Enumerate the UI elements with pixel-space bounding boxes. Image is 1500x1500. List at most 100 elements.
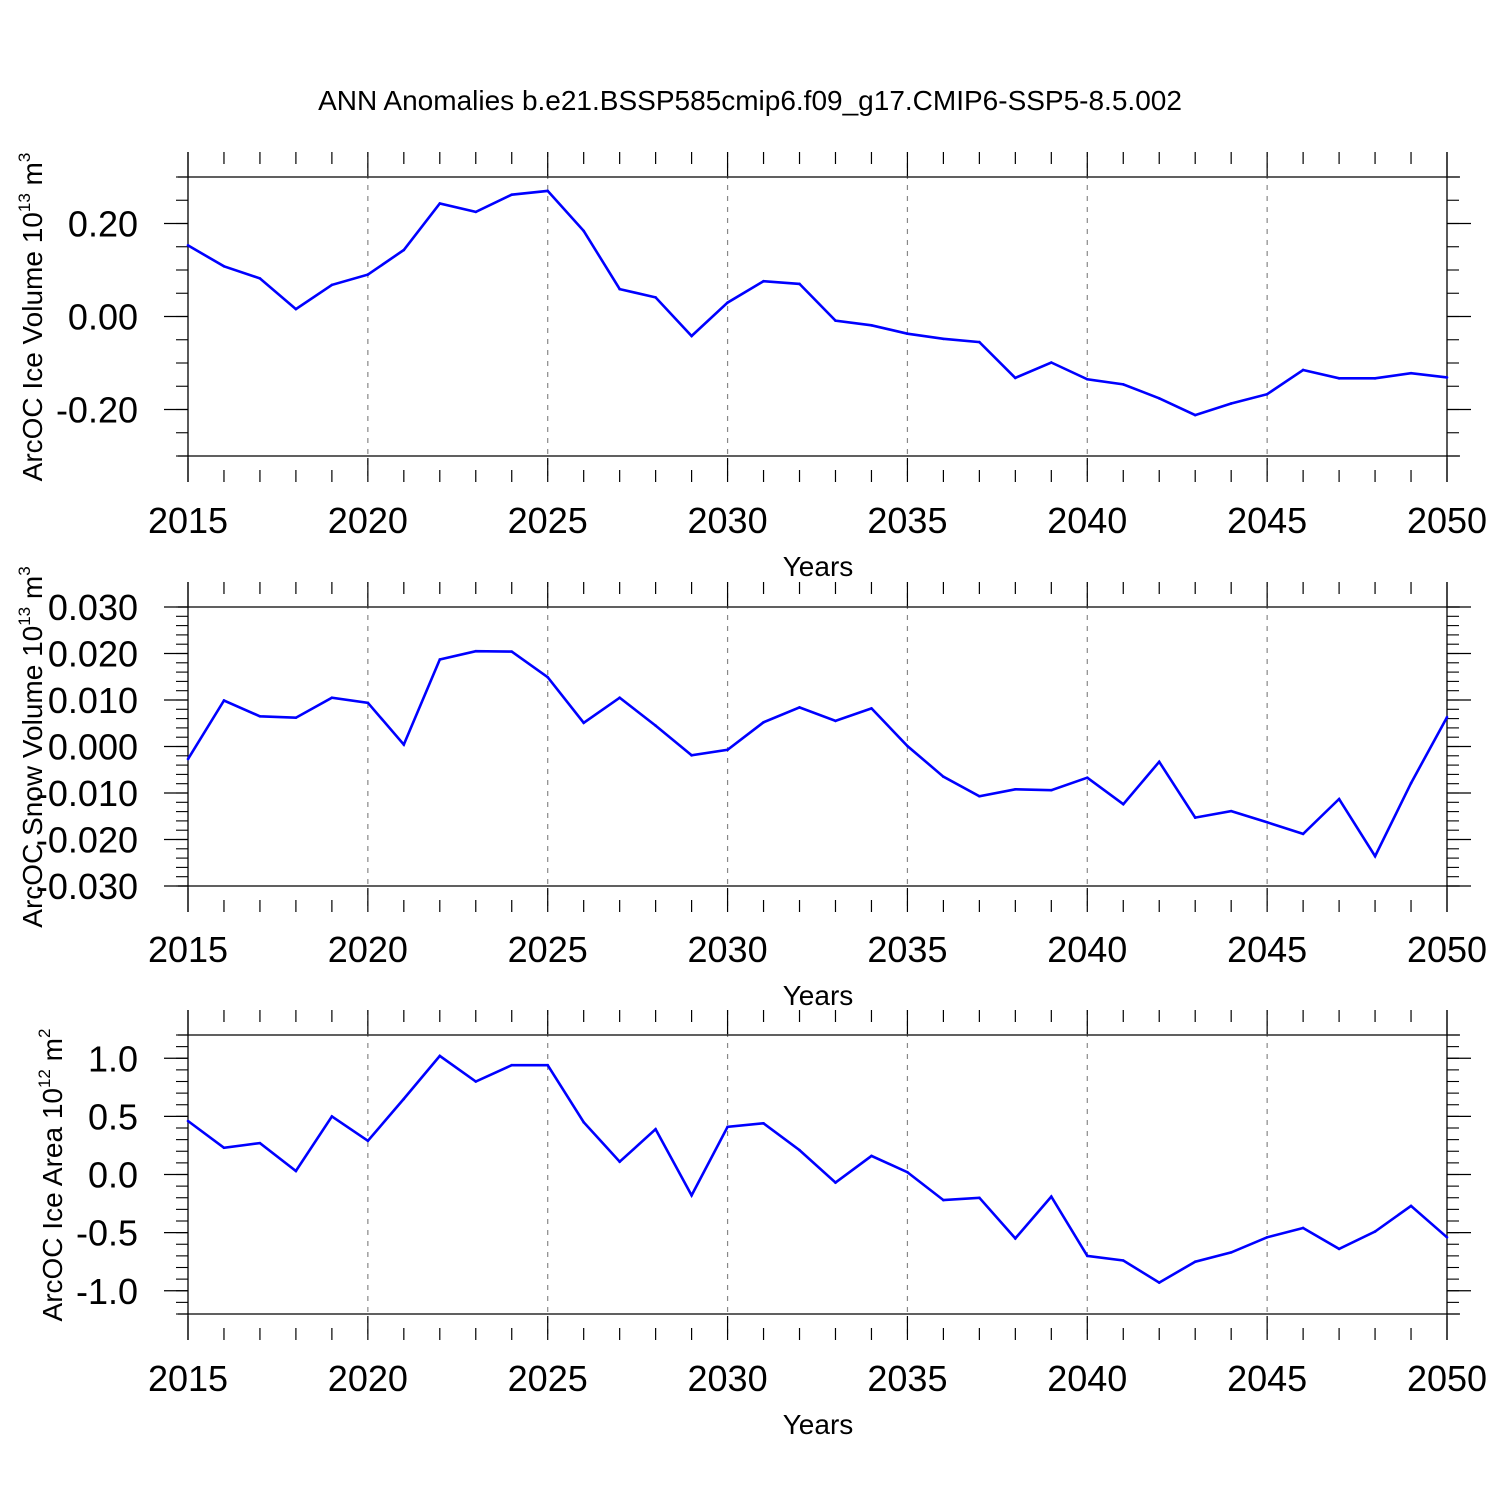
data-point [834, 719, 837, 723]
data-point [1014, 376, 1017, 380]
y-axis-title-unit: m [17, 576, 48, 607]
data-point [438, 202, 442, 205]
data-point [222, 1146, 226, 1150]
x-tick-label: 2050 [1407, 929, 1487, 970]
data-point [1085, 1254, 1089, 1258]
y-tick-label: 0.010 [48, 680, 138, 721]
data-point [1265, 392, 1269, 396]
data-point [870, 1154, 873, 1158]
y-tick-label: -0.010 [36, 773, 138, 814]
data-point [1265, 820, 1269, 824]
data-point [1445, 1235, 1449, 1239]
data-point [402, 1097, 406, 1101]
data-point [546, 675, 550, 679]
data-point [1337, 797, 1341, 801]
data-point [978, 1196, 981, 1200]
data-point [222, 699, 226, 702]
data-point [762, 1122, 765, 1125]
y-tick-label: -0.5 [76, 1213, 138, 1254]
x-tick-label: 2040 [1047, 1358, 1127, 1399]
data-point [1337, 1247, 1341, 1251]
x-tick-label: 2035 [867, 1358, 947, 1399]
x-tick-label: 2035 [867, 929, 947, 970]
data-point [258, 277, 262, 280]
data-point [618, 287, 621, 291]
data-point [726, 301, 729, 304]
y-tick-label: 0.5 [88, 1096, 138, 1137]
y-tick-label: 1.0 [88, 1038, 138, 1079]
data-point [618, 696, 621, 699]
data-point [1229, 402, 1233, 405]
x-tick-label: 2030 [688, 929, 768, 970]
data-point [582, 1120, 585, 1124]
y-tick-label: 0.0 [88, 1155, 138, 1196]
data-point [1014, 1237, 1017, 1240]
data-point [1409, 371, 1413, 375]
data-point [1265, 1235, 1269, 1239]
y-tick-label: -1.0 [76, 1271, 138, 1312]
data-point [1085, 377, 1089, 381]
x-tick-label: 2030 [688, 500, 768, 541]
y-axis-title-unit-exponent: 3 [15, 566, 34, 575]
data-point [654, 724, 657, 727]
data-point [1157, 397, 1161, 400]
data-point [438, 658, 442, 661]
data-point [1121, 383, 1125, 386]
data-point [510, 193, 514, 196]
x-tick-label: 2015 [148, 1358, 228, 1399]
data-point [654, 1127, 657, 1131]
y-axis-title-unit-exponent: 3 [15, 153, 34, 162]
x-axis-title: Years [783, 551, 854, 582]
data-point [1373, 1230, 1377, 1233]
data-point [906, 332, 909, 336]
data-point [690, 1194, 693, 1197]
data-point [690, 754, 693, 757]
data-point [294, 716, 298, 719]
y-tick-label: 0.030 [48, 587, 138, 628]
data-point [1121, 1259, 1125, 1262]
data-point [1157, 760, 1161, 764]
data-point [1409, 781, 1413, 785]
data-point [294, 1169, 298, 1173]
x-tick-label: 2015 [148, 929, 228, 970]
data-point [618, 1160, 621, 1164]
x-tick-label: 2045 [1227, 500, 1307, 541]
data-point [1193, 413, 1197, 417]
x-tick-label: 2025 [508, 500, 588, 541]
data-point [942, 1198, 945, 1202]
data-point [906, 744, 909, 748]
y-tick-label: -0.020 [36, 820, 138, 861]
data-point [690, 334, 693, 338]
series-line [187, 189, 1448, 417]
x-axis-title: Years [783, 980, 854, 1011]
x-tick-label: 2045 [1227, 1358, 1307, 1399]
data-point [546, 189, 550, 193]
data-point [1050, 1195, 1053, 1198]
data-point [510, 1063, 514, 1067]
panel-2: -0.030 -0.020 -0.010 0.000 0.010 0.020 0.030 20… [15, 566, 1487, 1011]
data-point [402, 743, 406, 746]
data-point [366, 1139, 370, 1143]
y-tick-label: 0.000 [48, 727, 138, 768]
data-point [1085, 776, 1089, 779]
data-point [474, 649, 478, 653]
data-point [942, 775, 945, 779]
data-point [366, 701, 370, 705]
data-point [510, 650, 514, 653]
data-point [726, 1125, 729, 1129]
x-tick-label: 2050 [1407, 1358, 1487, 1399]
data-point [798, 706, 801, 709]
data-point [186, 244, 190, 247]
panels: -0.20 0.00 0.20 2015 2020 2025 2030 2035 2040 204… [15, 152, 1487, 1440]
x-tick-label: 2020 [328, 500, 408, 541]
data-point [1229, 809, 1233, 813]
y-axis-title-exponent: 13 [15, 607, 34, 626]
data-point [1229, 1251, 1233, 1254]
data-point [1050, 361, 1053, 364]
data-point [330, 1115, 334, 1118]
data-point [1301, 1226, 1305, 1230]
data-point [1373, 377, 1377, 380]
y-axis-title-unit-exponent: 2 [35, 1029, 54, 1038]
data-point [870, 707, 873, 710]
